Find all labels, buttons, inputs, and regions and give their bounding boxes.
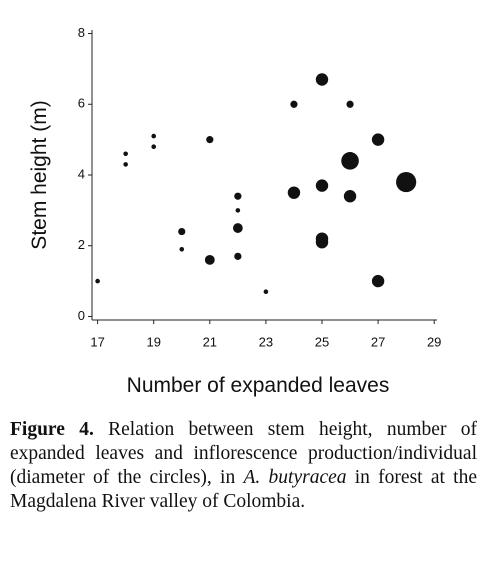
x-axis-title: Number of expanded leaves bbox=[127, 374, 390, 397]
x-tick-label: 27 bbox=[371, 334, 385, 349]
y-tick-label: 2 bbox=[78, 237, 85, 252]
bubble bbox=[204, 254, 215, 265]
bubble bbox=[151, 144, 157, 150]
bubble bbox=[234, 192, 242, 200]
x-tick-label: 25 bbox=[315, 334, 329, 349]
chart: Stem height (m) Number of expanded leave… bbox=[28, 25, 441, 397]
y-tick-label: 8 bbox=[78, 25, 85, 40]
bubble bbox=[371, 133, 385, 146]
caption-text: Relation between stem height, number of … bbox=[10, 419, 477, 488]
bubble bbox=[396, 171, 417, 193]
bubble bbox=[346, 100, 354, 108]
y-tick-label: 6 bbox=[78, 96, 85, 111]
bubble bbox=[290, 100, 298, 108]
bubble bbox=[123, 162, 128, 167]
bubble bbox=[287, 186, 301, 199]
x-tick-label: 17 bbox=[90, 334, 104, 349]
bubble bbox=[371, 274, 385, 288]
bubble bbox=[315, 232, 329, 245]
caption-text: in forest at the Magdalena River valley … bbox=[10, 467, 477, 512]
caption-species: A. butyracea bbox=[243, 467, 347, 488]
bubble bbox=[95, 278, 100, 284]
x-tick-label: 23 bbox=[259, 334, 273, 349]
x-tick-label: 29 bbox=[427, 334, 441, 349]
bubble bbox=[179, 246, 185, 252]
x-tick-label: 21 bbox=[203, 334, 217, 349]
caption-label: Figure 4. bbox=[10, 419, 94, 440]
bubble bbox=[234, 252, 242, 260]
bubble bbox=[206, 136, 214, 144]
bubble bbox=[315, 73, 329, 86]
x-tick-label: 19 bbox=[146, 334, 160, 349]
y-tick-label: 0 bbox=[78, 308, 85, 323]
figure-caption: Figure 4. Relation between stem height, … bbox=[10, 418, 477, 514]
y-tick-label: 4 bbox=[78, 166, 85, 181]
bubble bbox=[151, 133, 157, 139]
bubble bbox=[343, 190, 357, 203]
y-axis-title: Stem height (m) bbox=[28, 100, 51, 249]
bubble bbox=[178, 227, 186, 236]
bubble bbox=[263, 289, 269, 295]
bubble bbox=[341, 152, 359, 170]
bubble bbox=[235, 208, 241, 213]
bubble bbox=[232, 223, 243, 233]
bubble bbox=[123, 151, 128, 157]
bubble bbox=[315, 179, 329, 192]
